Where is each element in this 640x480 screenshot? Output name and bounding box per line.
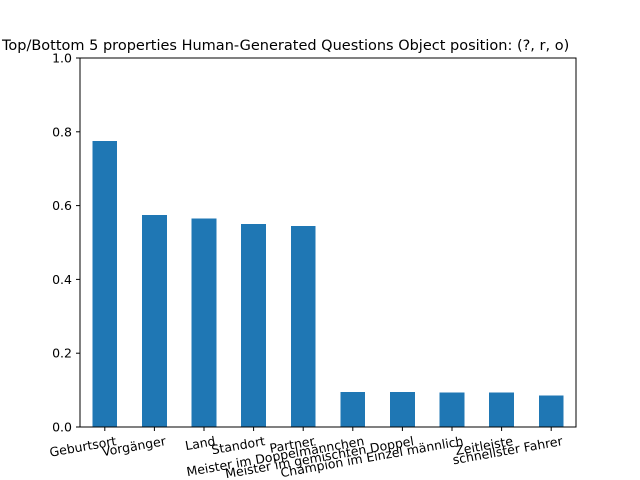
bar-1 bbox=[92, 141, 118, 427]
x-tick-label: Land bbox=[184, 433, 217, 453]
y-tick-label: 0.0 bbox=[52, 420, 72, 435]
y-tick-label: 0.8 bbox=[52, 124, 72, 139]
bar-2 bbox=[142, 214, 167, 427]
y-tick-label: 0.2 bbox=[52, 346, 72, 361]
plot-frame bbox=[79, 57, 577, 428]
bar-4 bbox=[241, 224, 266, 427]
bar-6 bbox=[340, 391, 366, 427]
bar-10 bbox=[538, 395, 564, 427]
y-tick-label: 0.4 bbox=[52, 272, 72, 287]
chart-title: Top/Bottom 5 properties Human-Generated … bbox=[1, 38, 569, 54]
bar-5 bbox=[290, 225, 316, 427]
y-tick-label: 1.0 bbox=[52, 51, 72, 66]
bar-3 bbox=[191, 218, 217, 427]
bar-9 bbox=[489, 392, 514, 427]
bar-8 bbox=[439, 392, 465, 427]
y-tick-label: 0.6 bbox=[52, 198, 72, 213]
bar-7 bbox=[390, 391, 415, 427]
